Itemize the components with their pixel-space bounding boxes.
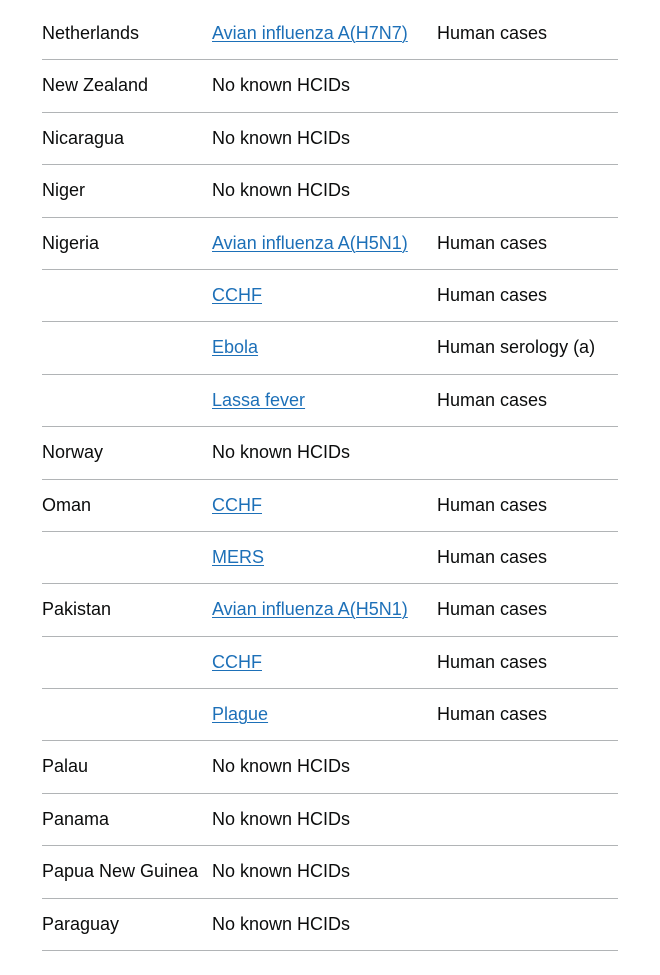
table-row: NicaraguaNo known HCIDs <box>42 112 618 164</box>
evidence-cell <box>437 846 618 898</box>
disease-cell: Avian influenza A(H5N1) <box>212 584 437 636</box>
table-row: NigerNo known HCIDs <box>42 165 618 217</box>
country-cell: New Zealand <box>42 60 212 112</box>
evidence-cell: Human cases <box>437 531 618 583</box>
table-row: ParaguayNo known HCIDs <box>42 898 618 950</box>
table-row: PalauNo known HCIDs <box>42 741 618 793</box>
hcid-country-table: NetherlandsAvian influenza A(H7N7) Human … <box>42 8 618 951</box>
country-cell: Norway <box>42 427 212 479</box>
evidence-cell: Human cases <box>437 217 618 269</box>
table-row: CCHF Human cases <box>42 269 618 321</box>
disease-link[interactable]: Avian influenza A(H5N1) <box>212 599 408 619</box>
country-cell <box>42 269 212 321</box>
table-row: Plague Human cases <box>42 689 618 741</box>
table-row: NetherlandsAvian influenza A(H7N7) Human … <box>42 8 618 60</box>
table-row: OmanCCHF Human cases <box>42 479 618 531</box>
country-cell: Nigeria <box>42 217 212 269</box>
evidence-cell <box>437 165 618 217</box>
evidence-cell <box>437 898 618 950</box>
country-cell: Nicaragua <box>42 112 212 164</box>
country-cell: Papua New Guinea <box>42 846 212 898</box>
disease-link[interactable]: MERS <box>212 547 264 567</box>
disease-cell: No known HCIDs <box>212 112 437 164</box>
country-cell: Niger <box>42 165 212 217</box>
disease-link[interactable]: Ebola <box>212 337 258 357</box>
evidence-cell: Human cases <box>437 8 618 60</box>
country-cell: Panama <box>42 793 212 845</box>
disease-link[interactable]: Avian influenza A(H7N7) <box>212 23 408 43</box>
disease-link[interactable]: CCHF <box>212 285 262 305</box>
disease-cell: Avian influenza A(H5N1) <box>212 217 437 269</box>
evidence-cell <box>437 60 618 112</box>
hcid-country-table-wrap: NetherlandsAvian influenza A(H7N7) Human … <box>0 0 660 975</box>
country-cell <box>42 636 212 688</box>
evidence-cell <box>437 427 618 479</box>
disease-cell: No known HCIDs <box>212 846 437 898</box>
disease-cell: No known HCIDs <box>212 898 437 950</box>
table-row: Ebola Human serology (a) <box>42 322 618 374</box>
disease-cell: No known HCIDs <box>212 165 437 217</box>
table-row: PanamaNo known HCIDs <box>42 793 618 845</box>
evidence-cell: Human cases <box>437 479 618 531</box>
country-cell <box>42 322 212 374</box>
disease-cell: CCHF <box>212 636 437 688</box>
disease-cell: Ebola <box>212 322 437 374</box>
country-cell <box>42 689 212 741</box>
disease-link[interactable]: CCHF <box>212 652 262 672</box>
evidence-cell <box>437 793 618 845</box>
country-cell: Oman <box>42 479 212 531</box>
disease-cell: No known HCIDs <box>212 60 437 112</box>
disease-cell: No known HCIDs <box>212 793 437 845</box>
disease-cell: No known HCIDs <box>212 427 437 479</box>
table-row: MERS Human cases <box>42 531 618 583</box>
table-row: NorwayNo known HCIDs <box>42 427 618 479</box>
evidence-cell: Human cases <box>437 269 618 321</box>
disease-link[interactable]: Avian influenza A(H5N1) <box>212 233 408 253</box>
disease-cell: No known HCIDs <box>212 741 437 793</box>
evidence-cell: Human cases <box>437 689 618 741</box>
table-row: PakistanAvian influenza A(H5N1) Human cas… <box>42 584 618 636</box>
disease-cell: Plague <box>212 689 437 741</box>
country-cell <box>42 531 212 583</box>
evidence-cell: Human cases <box>437 374 618 426</box>
evidence-cell <box>437 112 618 164</box>
evidence-cell <box>437 741 618 793</box>
table-row: Lassa fever Human cases <box>42 374 618 426</box>
evidence-cell: Human cases <box>437 636 618 688</box>
country-cell: Palau <box>42 741 212 793</box>
disease-link[interactable]: CCHF <box>212 495 262 515</box>
country-cell: Pakistan <box>42 584 212 636</box>
table-row: CCHF Human cases <box>42 636 618 688</box>
disease-cell: CCHF <box>212 479 437 531</box>
disease-cell: CCHF <box>212 269 437 321</box>
disease-cell: Avian influenza A(H7N7) <box>212 8 437 60</box>
disease-cell: MERS <box>212 531 437 583</box>
evidence-cell: Human cases <box>437 584 618 636</box>
disease-link[interactable]: Plague <box>212 704 268 724</box>
evidence-cell: Human serology (a) <box>437 322 618 374</box>
table-row: NigeriaAvian influenza A(H5N1) Human case… <box>42 217 618 269</box>
table-row: Papua New GuineaNo known HCIDs <box>42 846 618 898</box>
table-row: New ZealandNo known HCIDs <box>42 60 618 112</box>
disease-link[interactable]: Lassa fever <box>212 390 305 410</box>
disease-cell: Lassa fever <box>212 374 437 426</box>
country-cell: Paraguay <box>42 898 212 950</box>
country-cell: Netherlands <box>42 8 212 60</box>
country-cell <box>42 374 212 426</box>
